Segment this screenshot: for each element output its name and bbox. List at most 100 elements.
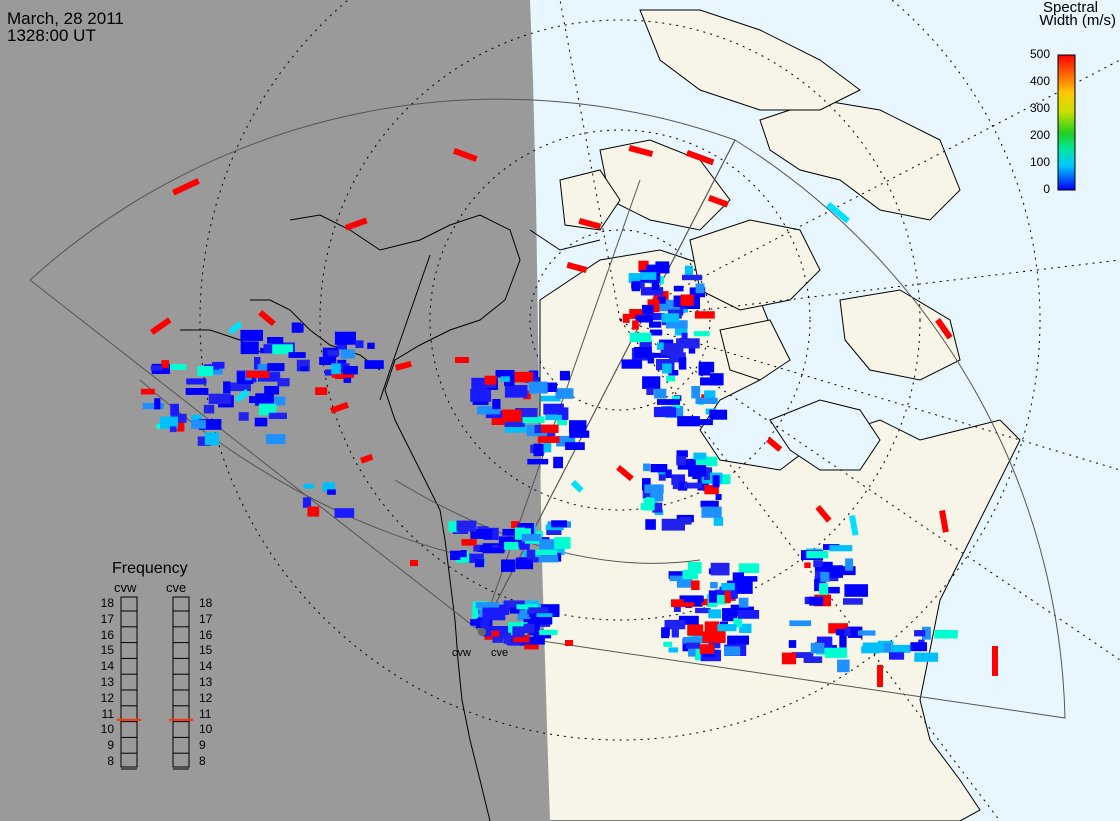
radar-cell bbox=[170, 403, 179, 415]
radar-cell bbox=[492, 636, 504, 643]
radar-cell bbox=[686, 642, 700, 649]
radar-cell bbox=[246, 370, 270, 378]
radar-cell bbox=[455, 357, 469, 363]
radar-cell bbox=[185, 388, 209, 395]
freq-scale-label-right: 16 bbox=[199, 627, 213, 642]
radar-cell bbox=[367, 342, 375, 349]
radar-cell bbox=[661, 627, 670, 639]
radar-cell bbox=[502, 528, 525, 536]
radar-cell bbox=[566, 262, 588, 273]
radar-cell bbox=[484, 630, 500, 640]
radar-cell bbox=[654, 388, 667, 399]
radar-cell bbox=[665, 469, 672, 478]
radar-cell bbox=[501, 559, 516, 572]
radar-cell bbox=[738, 576, 758, 582]
freq-scale-label-right: 17 bbox=[199, 611, 213, 626]
radar-cell bbox=[272, 344, 293, 355]
radar-cell bbox=[653, 406, 677, 418]
radar-cell bbox=[629, 309, 645, 319]
radar-cell bbox=[737, 581, 753, 594]
radar-cell bbox=[307, 506, 320, 517]
radar-cell bbox=[668, 647, 679, 653]
radar-cell bbox=[845, 558, 854, 571]
radar-cell bbox=[862, 642, 881, 649]
radar-cell bbox=[470, 619, 487, 626]
radar-cell bbox=[525, 629, 544, 636]
radar-cell bbox=[676, 577, 693, 588]
radar-cell bbox=[150, 317, 172, 335]
freq-scale-label-right: 8 bbox=[199, 754, 206, 768]
radar-cell bbox=[530, 617, 537, 624]
radar-cell bbox=[684, 265, 693, 276]
radar-cell bbox=[701, 506, 722, 518]
radar-cell bbox=[331, 363, 341, 375]
radar-cell bbox=[715, 494, 722, 500]
radar-cell bbox=[844, 584, 868, 597]
radar-cell bbox=[804, 562, 811, 568]
radar-cell bbox=[268, 412, 287, 419]
radar-cell bbox=[680, 294, 694, 306]
radar-cell bbox=[519, 541, 530, 550]
radar-cell bbox=[503, 600, 525, 611]
radar-cell bbox=[646, 264, 670, 274]
radar-cell bbox=[766, 437, 783, 452]
radar-cell bbox=[240, 329, 263, 341]
freq-column-cve bbox=[172, 596, 190, 768]
radar-cell bbox=[203, 404, 215, 414]
radar-cell bbox=[511, 521, 520, 529]
radar-cell bbox=[629, 332, 652, 343]
radar-cell bbox=[172, 178, 200, 196]
radar-cell bbox=[628, 145, 654, 158]
radar-cell bbox=[208, 393, 231, 404]
radar-cell bbox=[487, 626, 512, 635]
radar-cell bbox=[683, 636, 702, 644]
freq-scale-label-left: 16 bbox=[100, 627, 114, 642]
radar-cell bbox=[687, 562, 702, 574]
radar-cell bbox=[516, 604, 538, 610]
radar-cell bbox=[681, 332, 688, 340]
spectral-width-colorbar bbox=[1057, 54, 1076, 191]
radar-cell bbox=[939, 510, 949, 533]
radar-cell bbox=[677, 481, 688, 491]
radar-cell bbox=[456, 520, 477, 532]
radar-cell bbox=[517, 610, 539, 621]
freq-scale-label-right: 18 bbox=[199, 596, 213, 610]
radar-cell bbox=[569, 430, 590, 438]
radar-cell bbox=[650, 464, 668, 473]
radar-cell bbox=[910, 642, 927, 652]
radar-cell bbox=[724, 646, 741, 656]
radar-cell bbox=[531, 617, 553, 625]
radar-cell bbox=[698, 364, 711, 376]
radar-cell bbox=[227, 321, 243, 335]
radar-cell bbox=[819, 583, 829, 595]
freq-radar-label-cve: cve bbox=[166, 580, 187, 595]
radar-cell bbox=[739, 623, 752, 633]
radar-cell bbox=[509, 607, 520, 614]
radar-cell bbox=[687, 624, 704, 636]
radar-cell bbox=[523, 623, 535, 634]
radar-cell bbox=[315, 387, 328, 395]
radar-cell bbox=[680, 517, 692, 525]
radar-cell bbox=[204, 432, 220, 446]
radar-cell bbox=[889, 652, 905, 660]
radar-cell bbox=[816, 636, 833, 649]
colorbar-tick-label: 400 bbox=[1029, 74, 1050, 88]
radar-cell bbox=[503, 632, 511, 644]
radar-label-cve: cve bbox=[491, 647, 509, 659]
radar-cell bbox=[704, 621, 719, 632]
radar-cell bbox=[693, 452, 707, 460]
radar-cell bbox=[501, 409, 522, 422]
radar-cell bbox=[644, 308, 652, 320]
radar-cell bbox=[470, 388, 492, 402]
radar-cell bbox=[515, 557, 534, 570]
radar-cell bbox=[484, 375, 497, 385]
radar-cell bbox=[826, 202, 850, 224]
radar-cell bbox=[448, 521, 459, 533]
radar-cell bbox=[332, 363, 350, 372]
colorbar-gradient bbox=[1057, 54, 1076, 191]
radar-cell bbox=[472, 399, 489, 405]
radar-cell bbox=[541, 424, 559, 433]
radar-cell bbox=[693, 331, 710, 337]
radar-cell bbox=[327, 489, 336, 495]
radar-cell bbox=[360, 453, 374, 464]
